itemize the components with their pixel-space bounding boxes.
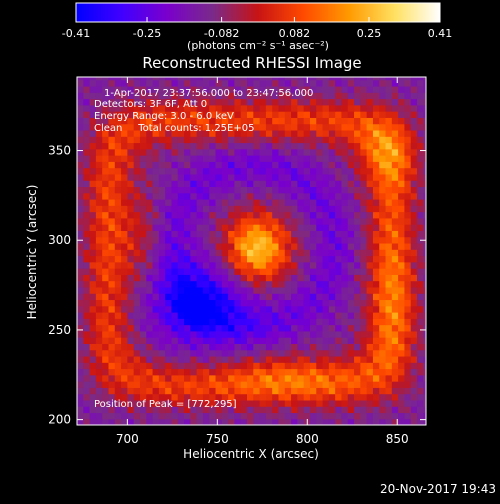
y-tick-label: 250 xyxy=(48,323,71,337)
colorbar-tick-label: -0.082 xyxy=(204,27,239,40)
peak-position-label: Position of Peak = [772,295] xyxy=(94,399,237,410)
x-tick-label: 750 xyxy=(206,432,229,446)
x-axis-label: Heliocentric X (arcsec) xyxy=(183,447,319,461)
colorbar-tick-label: 0.082 xyxy=(279,27,311,40)
annotation-clean-counts: Clean Total counts: 1.25E+05 xyxy=(94,123,254,134)
colorbar-tick-label: 0.25 xyxy=(357,27,382,40)
plot-frame xyxy=(76,76,427,426)
colorbar-ticks: -0.41 -0.25 -0.082 0.082 0.25 0.41 xyxy=(62,17,452,40)
chart-title: Reconstructed RHESSI Image xyxy=(142,54,361,72)
y-tick-label: 200 xyxy=(48,413,71,427)
colorbar xyxy=(76,3,440,22)
annotation-detectors: Detectors: 3F 6F, Att 0 xyxy=(94,99,207,110)
annotation-energy-range: Energy Range: 3.0 - 6.0 keV xyxy=(94,111,234,122)
x-tick-label: 800 xyxy=(296,432,319,446)
x-tick-label: 850 xyxy=(386,432,409,446)
plot-timestamp: 20-Nov-2017 19:43 xyxy=(380,482,496,496)
y-tick-label: 350 xyxy=(48,144,71,158)
annotation-time-range: 1-Apr-2017 23:37:56.000 to 23:47:56.000 xyxy=(104,88,313,99)
y-tick-label: 300 xyxy=(48,233,71,247)
colorbar-tick-label: -0.25 xyxy=(133,27,161,40)
colorbar-frame xyxy=(75,2,441,23)
plot-area xyxy=(77,77,426,425)
colorbar-tick-label: -0.41 xyxy=(62,27,90,40)
heatmap-image xyxy=(77,77,426,425)
axis-ticks: 700 750 800 850 200 250 300 350 xyxy=(48,77,426,446)
colorbar-tick-label: 0.41 xyxy=(428,27,453,40)
x-tick-label: 700 xyxy=(116,432,139,446)
y-axis-label: Heliocentric Y (arcsec) xyxy=(25,185,39,320)
colorbar-units-label: (photons cm⁻² s⁻¹ asec⁻²) xyxy=(187,39,329,52)
